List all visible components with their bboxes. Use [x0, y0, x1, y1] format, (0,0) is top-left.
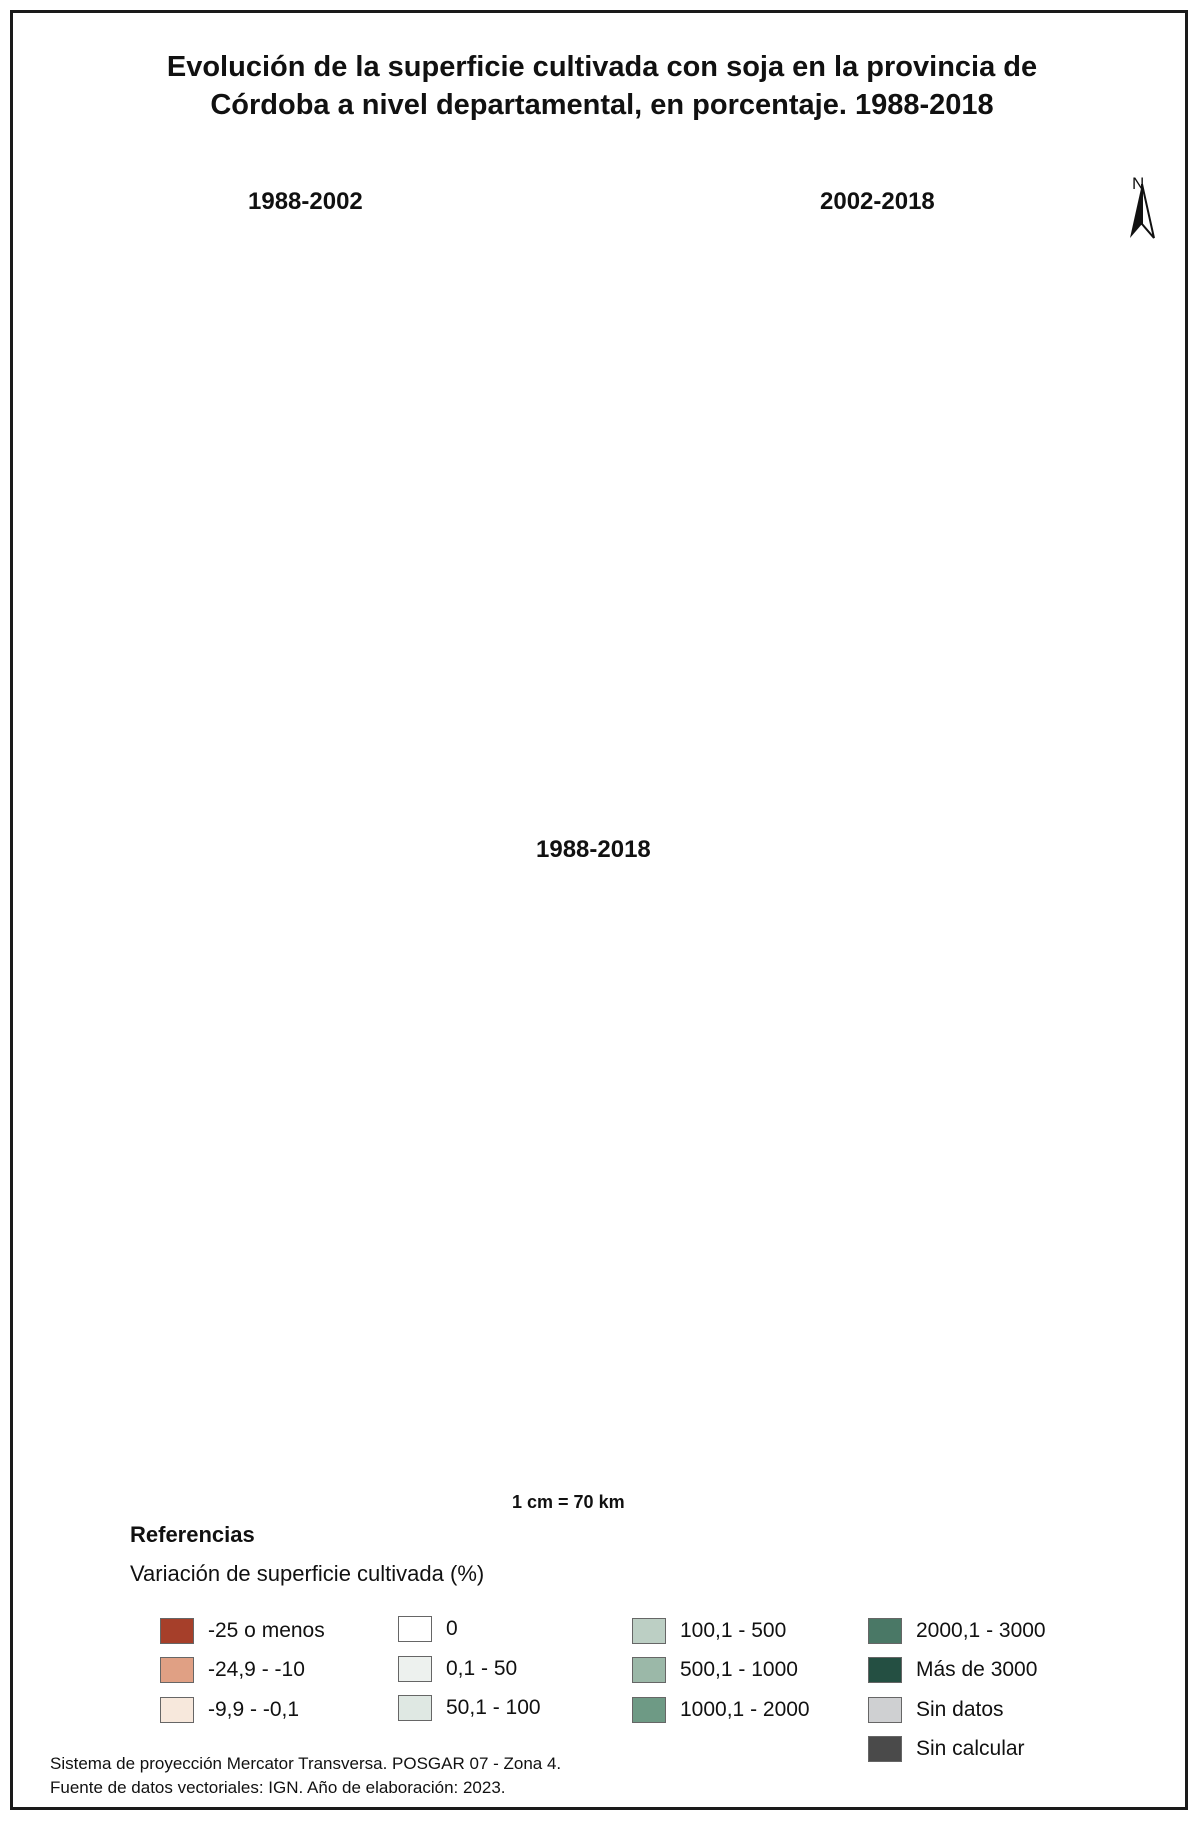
- legend-label: 0,1 - 50: [446, 1657, 518, 1680]
- legend-item: -24,9 - -10: [160, 1655, 305, 1685]
- legend-item: 2000,1 - 3000: [868, 1616, 1046, 1646]
- legend-item: 0: [398, 1614, 458, 1644]
- footer-source: Fuente de datos vectoriales: IGN. Año de…: [50, 1778, 506, 1797]
- legend-swatch: [868, 1697, 902, 1723]
- legend-swatch: [160, 1618, 194, 1644]
- legend-item: Más de 3000: [868, 1655, 1037, 1685]
- legend-label: -9,9 - -0,1: [208, 1698, 300, 1721]
- legend-label: Sin datos: [916, 1698, 1004, 1721]
- legend-label: -25 o menos: [208, 1619, 325, 1642]
- figure-title: Evolución de la superficie cultivada con…: [40, 48, 1164, 124]
- legend-swatch: [160, 1697, 194, 1723]
- legend-swatch: [398, 1616, 432, 1642]
- legend-item: 500,1 - 1000: [632, 1655, 798, 1685]
- legend-swatch: [632, 1618, 666, 1644]
- map-1988-2018: [420, 880, 750, 1480]
- scale-label: 1 cm = 70 km: [512, 1492, 625, 1512]
- title-line-1: Evolución de la superficie cultivada con…: [166, 51, 1038, 83]
- legend-swatch: [398, 1656, 432, 1682]
- north-arrow-icon: [1130, 183, 1155, 239]
- legend-item: Sin datos: [868, 1695, 1004, 1725]
- map-title-2002-2018: 2002-2018: [820, 188, 935, 215]
- map-title-1988-2002: 1988-2002: [248, 188, 363, 215]
- legend-label: -24,9 - -10: [208, 1658, 305, 1681]
- legend-item: 0,1 - 50: [398, 1654, 517, 1684]
- legend-label: 500,1 - 1000: [680, 1658, 798, 1681]
- legend-item: 50,1 - 100: [398, 1693, 541, 1723]
- map-1988-2002: [130, 228, 460, 828]
- legend-label: 50,1 - 100: [446, 1696, 541, 1719]
- legend-swatch: [398, 1695, 432, 1721]
- map-2002-2018: [700, 228, 1030, 828]
- legend-item: -25 o menos: [160, 1616, 325, 1646]
- legend-label: Sin calcular: [916, 1737, 1025, 1760]
- legend-item: -9,9 - -0,1: [160, 1695, 299, 1725]
- title-line-2: Córdoba a nivel departamental, en porcen…: [210, 89, 994, 121]
- legend-label: 1000,1 - 2000: [680, 1698, 810, 1721]
- legend-subtitle: Variación de superficie cultivada (%): [130, 1561, 485, 1586]
- legend-swatch: [868, 1618, 902, 1644]
- footer-projection: Sistema de proyección Mercator Transvers…: [50, 1754, 562, 1773]
- legend-label: 0: [446, 1617, 458, 1640]
- legend-item: 1000,1 - 2000: [632, 1695, 810, 1725]
- legend-item: Sin calcular: [868, 1734, 1025, 1764]
- legend-swatch: [868, 1657, 902, 1683]
- map-title-1988-2018: 1988-2018: [536, 836, 651, 863]
- legend-swatch: [632, 1657, 666, 1683]
- legend-title: Referencias: [130, 1522, 255, 1547]
- legend-label: 100,1 - 500: [680, 1619, 787, 1642]
- legend-swatch: [632, 1697, 666, 1723]
- legend-label: 2000,1 - 3000: [916, 1619, 1046, 1642]
- legend-swatch: [160, 1657, 194, 1683]
- legend-swatch: [868, 1736, 902, 1762]
- legend-label: Más de 3000: [916, 1658, 1038, 1681]
- map-frame: [10, 10, 1188, 1810]
- legend-item: 100,1 - 500: [632, 1616, 786, 1646]
